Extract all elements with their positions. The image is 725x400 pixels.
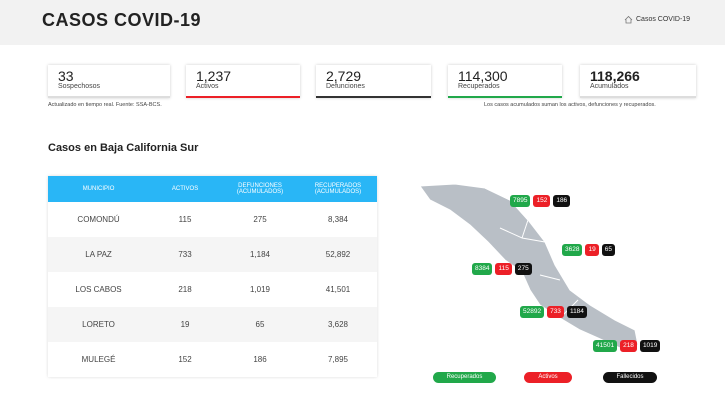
map-badge: 41501 (593, 340, 618, 352)
table-row: LORETO 19 65 3,628 (48, 307, 377, 342)
stat-value: 2,729 (326, 68, 362, 84)
table-cell: 115 (178, 215, 192, 224)
table-cell: 733 (149, 237, 221, 272)
cases-table: MUNICIPIO ACTIVOS DEFUNCIONES (ACUMULADOS)… (48, 176, 377, 377)
map-badge: 115 (495, 263, 512, 275)
table-cell: 41,501 (325, 285, 351, 294)
stat-card: 114,300 Recuperados (448, 65, 562, 98)
column-header: ACTIVOS (149, 176, 221, 202)
table-cell: LOS CABOS (75, 285, 122, 294)
table-cell: MULEGÉ (81, 355, 116, 364)
map-badge: 186 (553, 195, 571, 207)
stat-label: Acumulados (590, 83, 629, 90)
table-cell: 1,019 (249, 285, 271, 294)
map-badge: 3628 (562, 244, 583, 256)
stat-card: 2,729 Defunciones (316, 65, 431, 98)
map-badge: 8384 (472, 263, 493, 275)
breadcrumb[interactable]: Casos COVID-19 (636, 16, 691, 23)
table-cell: LA PAZ (48, 237, 150, 272)
region-badges: 41501 218 1019 (593, 340, 661, 352)
stat-value: 1,237 (196, 68, 232, 84)
home-icon[interactable] (624, 15, 633, 24)
table-cell: 218 (178, 285, 192, 294)
stat-label: Recuperados (458, 83, 500, 90)
stat-value: 33 (58, 68, 74, 84)
column-header: MUNICIPIO (48, 176, 150, 202)
legend-pill[interactable]: Fallecidos (603, 372, 657, 383)
map-badge: 152 (533, 195, 551, 207)
stat-label: Sospechosos (58, 83, 101, 90)
stat-value: 118,266 (590, 68, 640, 84)
stat-value: 114,300 (458, 68, 508, 84)
table-cell: LORETO (48, 307, 150, 342)
header-bar (0, 0, 725, 45)
table-row: MULEGÉ 152 186 7,895 (48, 342, 377, 377)
stat-label: Defunciones (326, 83, 365, 90)
map-badge: 19 (585, 244, 599, 256)
map-badge: 275 (514, 263, 532, 275)
table-cell: 52,892 (299, 237, 377, 272)
table-cell: 3,628 (299, 307, 377, 342)
table-cell: 186 (253, 355, 267, 364)
section-title: Casos en Baja California Sur (48, 142, 199, 154)
table-cell: 65 (221, 307, 299, 342)
region-badges: 7895 152 186 (510, 195, 571, 207)
table-row: LOS CABOS 218 1,019 41,501 (48, 272, 377, 307)
legend-pill[interactable]: Activos (524, 372, 572, 383)
stat-label: Activos (196, 83, 219, 90)
region-badges: 8384 115 275 (472, 263, 532, 275)
accumulated-note: Los casos acumulados suman los activos, … (484, 102, 656, 108)
map-badge: 52892 (520, 306, 545, 318)
table-cell: 7,895 (327, 355, 349, 364)
map-badge: 733 (547, 306, 564, 318)
column-header: DEFUNCIONES (ACUMULADOS) (221, 176, 299, 202)
map-badge: 218 (620, 340, 637, 352)
table-cell: 152 (178, 355, 192, 364)
legend-pill[interactable]: Recuperados (433, 372, 496, 383)
region-badges: 52892 733 1184 (520, 306, 587, 318)
source-note: Actualizado en tiempo real. Fuente: SSA-… (48, 102, 162, 108)
stat-card: 33 Sospechosos (48, 65, 170, 98)
table-row: COMONDÚ 115 275 8,384 (48, 202, 377, 237)
table-cell: 19 (149, 307, 221, 342)
table-row: LA PAZ 733 1,184 52,892 (48, 237, 377, 272)
table-cell: 275 (253, 215, 267, 224)
map-badge: 1184 (566, 306, 587, 318)
map-badge: 1019 (639, 340, 661, 352)
map-badge: 65 (601, 244, 615, 256)
table-cell: 1,184 (221, 237, 299, 272)
table-cell: COMONDÚ (77, 215, 120, 224)
page-title: CASOS COVID-19 (42, 10, 202, 30)
stat-card: 118,266 Acumulados (580, 65, 696, 98)
stat-card: 1,237 Activos (186, 65, 300, 98)
region-badges: 3628 19 65 (562, 244, 615, 256)
table-cell: 8,384 (327, 215, 349, 224)
map-badge: 7895 (510, 195, 531, 207)
column-header: RECUPERADOS (ACUMULADOS) (299, 176, 377, 202)
